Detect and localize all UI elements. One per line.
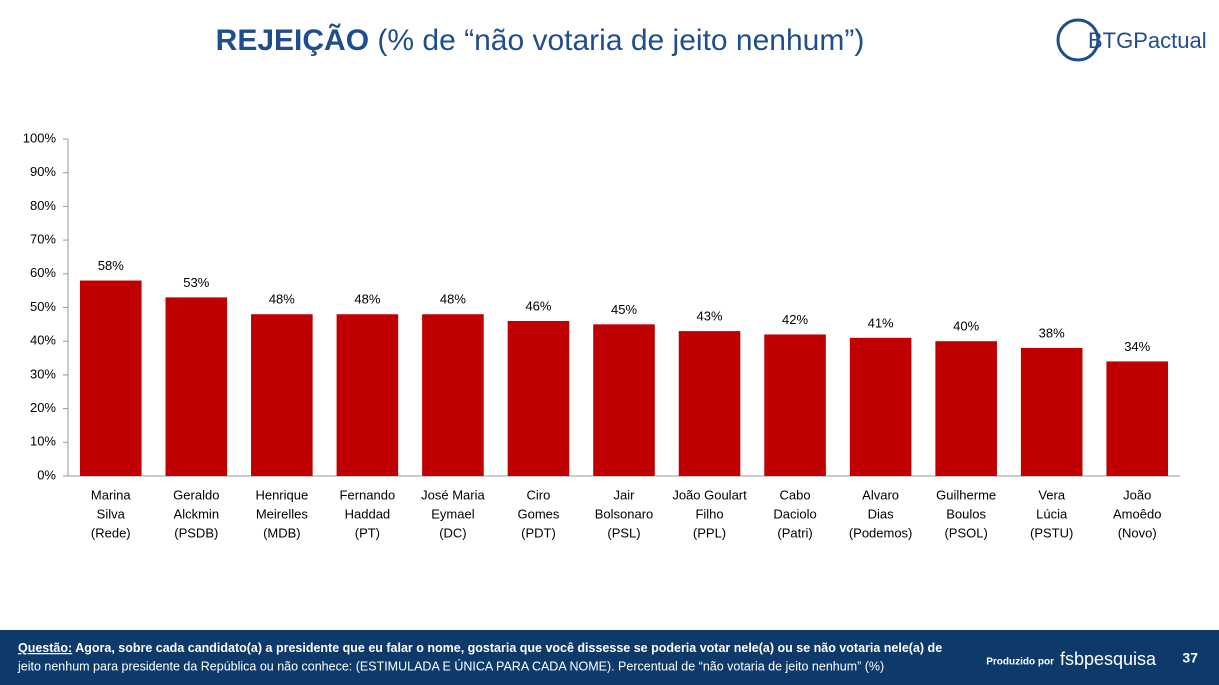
page-number: 37	[1182, 650, 1198, 666]
question-line-1: Questão: Agora, sobre cada candidato(a) …	[18, 641, 942, 655]
x-tick-label: (PDT)	[521, 525, 556, 540]
x-tick-label: Meirelles	[256, 506, 309, 521]
x-tick-label: Fernando	[340, 487, 396, 502]
x-tick-label: Dias	[868, 506, 895, 521]
x-tick-label: Silva	[97, 506, 126, 521]
bar	[336, 314, 399, 476]
x-tick-label: Gomes	[518, 506, 560, 521]
x-tick-label: Bolsonaro	[595, 506, 654, 521]
question-label: Questão:	[18, 641, 72, 655]
bar	[1020, 347, 1083, 476]
value-label: 42%	[782, 312, 808, 327]
y-tick-label: 70%	[30, 232, 56, 247]
value-label: 46%	[525, 298, 551, 313]
x-tick-label: João	[1123, 487, 1151, 502]
x-tick-label: Henrique	[255, 487, 308, 502]
x-tick-label: (PSTU)	[1030, 525, 1073, 540]
x-tick-label: Haddad	[345, 506, 391, 521]
x-tick-label: (Novo)	[1118, 525, 1157, 540]
x-tick-label: (Rede)	[91, 525, 131, 540]
value-label: 48%	[440, 292, 466, 307]
x-tick-label: Marina	[91, 487, 132, 502]
x-tick-label: (DC)	[439, 525, 466, 540]
value-label: 48%	[269, 292, 295, 307]
bar	[935, 341, 997, 476]
value-label: 53%	[183, 275, 209, 290]
x-tick-label: João Goulart	[672, 487, 747, 502]
x-tick-label: Alckmin	[174, 506, 220, 521]
x-tick-label: Daciolo	[773, 506, 816, 521]
x-tick-label: Amoêdo	[1113, 506, 1161, 521]
question-line-2: jeito nenhum para presidente da Repúblic…	[17, 658, 884, 673]
logo: BTGPactual	[1088, 28, 1207, 53]
x-tick-label: Jair	[614, 487, 636, 502]
bar	[251, 314, 313, 476]
y-tick-label: 100%	[23, 130, 57, 145]
bar	[849, 337, 912, 476]
bar	[507, 320, 570, 476]
x-tick-label: José Maria	[421, 487, 485, 502]
value-label: 40%	[953, 319, 979, 334]
value-label: 41%	[868, 315, 894, 330]
x-tick-label: Cabo	[780, 487, 811, 502]
y-tick-label: 40%	[30, 333, 56, 348]
bar	[1106, 361, 1169, 476]
chart-title: REJEIÇÃO	[216, 23, 369, 57]
x-tick-label: (Podemos)	[849, 525, 913, 540]
logo-mark	[1056, 18, 1100, 62]
value-label: 43%	[697, 309, 723, 324]
x-tick-label: Guilherme	[936, 487, 996, 502]
value-label: 58%	[98, 258, 124, 273]
value-label: 34%	[1124, 339, 1150, 354]
x-tick-label: Vera	[1038, 487, 1066, 502]
bar	[79, 280, 142, 476]
y-tick-label: 30%	[30, 366, 56, 381]
question-text: Agora, sobre cada candidato(a) a preside…	[75, 641, 942, 655]
x-tick-label: (PT)	[355, 525, 380, 540]
x-tick-label: Alvaro	[862, 487, 899, 502]
y-tick-label: 80%	[30, 198, 56, 213]
x-tick-label: Boulos	[946, 506, 986, 521]
bar	[165, 297, 228, 476]
x-tick-label: (PPL)	[693, 525, 726, 540]
x-tick-label: (PSL)	[607, 525, 640, 540]
x-tick-label: Eymael	[431, 506, 474, 521]
x-tick-label: Geraldo	[173, 487, 219, 502]
footer-bar	[0, 630, 1219, 685]
title-group: REJEIÇÃO (% de “não votaria de jeito nen…	[216, 23, 865, 57]
y-tick-label: 0%	[37, 467, 56, 482]
bar	[422, 314, 484, 476]
x-tick-label: (PSDB)	[174, 525, 218, 540]
y-tick-label: 10%	[30, 434, 56, 449]
x-tick-label: Filho	[695, 506, 723, 521]
value-label: 38%	[1039, 325, 1065, 340]
title-note: (% de “não votaria de jeito nenhum”)	[377, 24, 864, 57]
x-tick-label: (MDB)	[263, 525, 301, 540]
bar	[593, 324, 655, 476]
bar	[678, 331, 741, 476]
y-tick-label: 50%	[30, 299, 56, 314]
y-tick-label: 60%	[30, 265, 56, 280]
bar	[764, 334, 826, 476]
produced-by: Produzido por	[986, 657, 1054, 668]
x-tick-label: Lúcia	[1036, 506, 1068, 521]
value-label: 45%	[611, 302, 637, 317]
y-tick-label: 90%	[30, 164, 56, 179]
x-tick-label: (Patri)	[777, 525, 812, 540]
x-tick-label: (PSOL)	[944, 525, 987, 540]
producer: fsbpesquisa	[1060, 649, 1157, 669]
x-tick-label: Ciro	[527, 487, 551, 502]
value-label: 48%	[354, 292, 380, 307]
y-tick-label: 20%	[30, 400, 56, 415]
